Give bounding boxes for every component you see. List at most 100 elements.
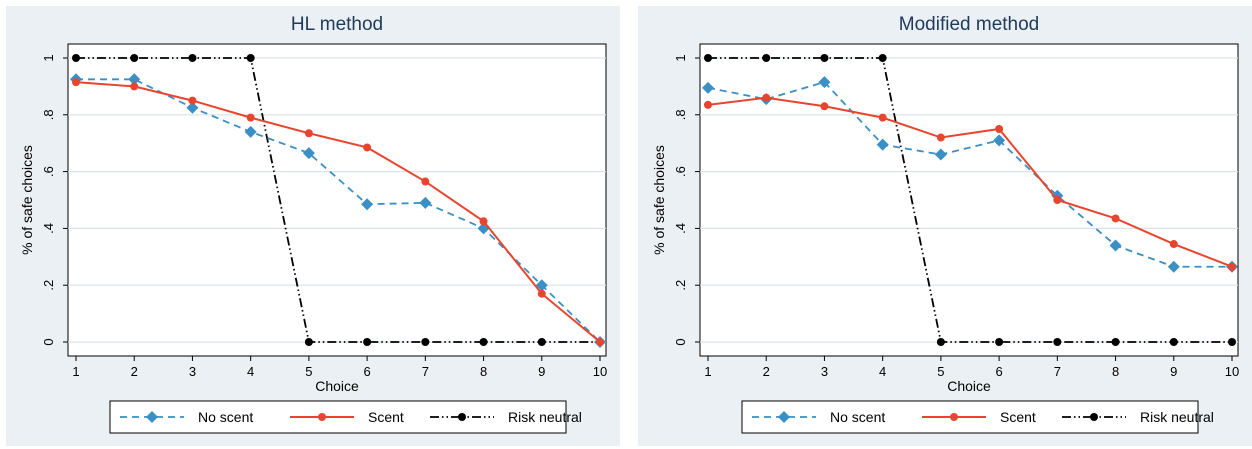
chart-panel-modified-method: Modified method 0 .2 .4 .6 .8 1 1 2 3 4 5 6 7 8 9 10 Choi… (638, 6, 1252, 446)
data-point-risk-neutral (130, 54, 139, 62)
x-tick-label: 10 (1225, 364, 1239, 379)
data-point-no-scent (302, 147, 315, 160)
data-point-no-scent (934, 148, 947, 161)
legend-label: Risk neutral (508, 409, 582, 425)
legend-swatch-marker (950, 413, 958, 421)
y-tick-label: .8 (41, 109, 56, 120)
data-point-scent (596, 338, 604, 346)
data-point-no-scent (244, 125, 257, 138)
data-point-no-scent (535, 279, 548, 292)
y-axis-label: % of safe choices (651, 145, 667, 255)
chart-svg: Modified method 0 .2 .4 .6 .8 1 1 2 3 4 5 6 7 8 9 10 Choi… (638, 6, 1252, 446)
y-tick-label: .2 (41, 280, 56, 291)
chart-title: Modified method (899, 14, 1039, 35)
data-point-scent (762, 93, 771, 102)
data-point-no-scent (186, 101, 199, 114)
y-tick-label: 0 (673, 338, 688, 345)
plot-area (67, 43, 607, 357)
data-point-risk-neutral (936, 338, 945, 346)
x-tick-label: 7 (422, 364, 429, 379)
legend-swatch-marker (318, 413, 326, 421)
data-point-scent (1169, 240, 1178, 249)
x-tick-label: 2 (763, 364, 770, 379)
data-point-scent (936, 133, 945, 142)
data-point-scent (537, 289, 546, 298)
y-tick-label: .4 (673, 223, 688, 234)
x-tick-label: 3 (821, 364, 828, 379)
x-tick-label: 6 (363, 364, 370, 379)
data-point-scent (304, 129, 313, 138)
legend-label: Scent (368, 409, 404, 425)
legend-swatch-marker (778, 411, 790, 423)
series-line-no-scent (707, 81, 1232, 268)
data-point-scent (878, 113, 887, 122)
data-point-risk-neutral (479, 338, 488, 346)
data-point-no-scent (993, 134, 1006, 147)
series-line-scent (75, 81, 601, 343)
legend-label: Risk neutral (1140, 409, 1214, 425)
x-tick-label: 5 (937, 364, 944, 379)
data-point-no-scent (818, 76, 831, 89)
x-tick-label: 1 (704, 364, 711, 379)
data-point-risk-neutral (1169, 338, 1178, 346)
y-tick-label: 0 (41, 338, 56, 345)
data-point-scent (1111, 214, 1120, 223)
x-tick-label: 7 (1054, 364, 1061, 379)
data-point-risk-neutral (704, 54, 712, 62)
data-point-scent (72, 78, 80, 87)
plot-area (699, 43, 1239, 357)
series-line-scent (707, 96, 1233, 268)
data-point-no-scent (876, 138, 889, 151)
x-tick-label: 6 (995, 364, 1002, 379)
data-point-no-scent (1109, 239, 1122, 252)
data-point-risk-neutral (820, 54, 829, 62)
y-tick-label: .6 (41, 166, 56, 177)
data-point-risk-neutral (1053, 338, 1062, 346)
x-axis-label: Choice (315, 378, 359, 394)
x-tick-label: 9 (1170, 364, 1177, 379)
data-point-scent (704, 100, 712, 109)
data-point-risk-neutral (304, 338, 313, 346)
data-point-no-scent (1167, 260, 1180, 273)
chart-svg: HL method 0 .2 .4 .6 .8 1 1 2 3 4 5 6 7 8 9 10 Choice % of… (6, 6, 620, 446)
data-point-scent (995, 125, 1004, 133)
data-point-risk-neutral (246, 54, 255, 62)
data-point-scent (246, 113, 255, 122)
x-tick-label: 9 (538, 364, 545, 379)
y-tick-label: .8 (673, 109, 688, 120)
data-point-scent (188, 96, 197, 105)
legend-swatch-marker (458, 413, 466, 421)
y-tick-label: .6 (673, 166, 688, 177)
data-point-scent (363, 143, 372, 152)
x-axis-label: Choice (947, 378, 991, 394)
chart-panel-hl-method: HL method 0 .2 .4 .6 .8 1 1 2 3 4 5 6 7 8 9 10 Choice % of… (6, 6, 620, 446)
legend-label: No scent (198, 409, 253, 425)
data-point-scent (1228, 262, 1236, 271)
x-tick-label: 8 (1112, 364, 1119, 379)
x-tick-label: 3 (189, 364, 196, 379)
y-tick-label: .2 (673, 280, 688, 291)
data-point-no-scent (128, 73, 141, 86)
x-tick-label: 10 (593, 364, 607, 379)
data-point-risk-neutral (421, 338, 430, 346)
data-point-scent (130, 82, 139, 91)
x-tick-label: 5 (305, 364, 312, 379)
data-point-no-scent (419, 196, 432, 209)
data-point-risk-neutral (762, 54, 771, 62)
series-line-risk-neutral (76, 57, 600, 343)
legend-swatch-marker (1090, 413, 1098, 421)
legend-label: Scent (1000, 409, 1036, 425)
data-point-risk-neutral (1228, 338, 1236, 346)
data-point-no-scent (702, 81, 714, 94)
y-axis-label: % of safe choices (19, 145, 35, 255)
data-point-risk-neutral (1111, 338, 1120, 346)
y-tick-label: 1 (41, 54, 56, 61)
x-tick-label: 4 (247, 364, 254, 379)
data-point-scent (479, 217, 488, 226)
y-tick-label: 1 (673, 54, 688, 61)
series-line-risk-neutral (708, 57, 1232, 343)
data-point-scent (820, 102, 829, 111)
data-point-no-scent (361, 198, 374, 211)
data-point-risk-neutral (363, 338, 372, 346)
